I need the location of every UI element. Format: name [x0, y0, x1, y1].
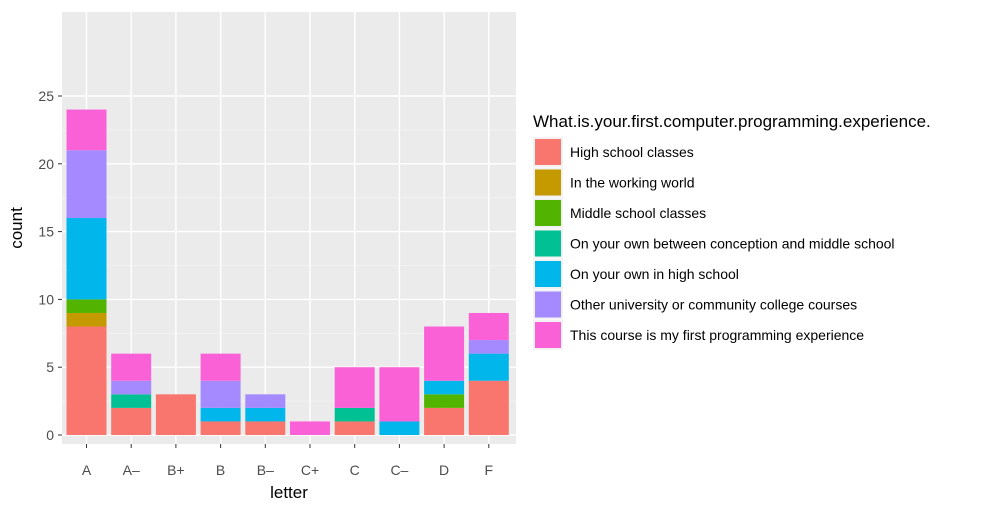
legend-item: In the working world — [533, 167, 695, 198]
y-tick-label: 20 — [38, 156, 54, 172]
bar-segment — [424, 394, 465, 408]
legend-label: Other university or community college co… — [570, 297, 857, 313]
legend-item: High school classes — [533, 137, 694, 167]
bar-segment — [468, 340, 509, 354]
bar-segment — [334, 407, 375, 422]
bar-segment — [111, 353, 152, 381]
bar-segment — [200, 380, 241, 408]
legend-swatch — [535, 139, 561, 165]
y-tick-label: 0 — [46, 427, 54, 443]
bar-segment — [424, 380, 465, 395]
bar-segment — [111, 394, 152, 408]
legend-label: High school classes — [570, 144, 694, 160]
bars — [66, 109, 509, 435]
legend-item: On your own between conception and middl… — [533, 228, 895, 259]
x-axis: A A– B+ B B– C+ C C– D F — [82, 444, 493, 478]
y-tick-label: 10 — [38, 291, 54, 307]
legend-item: Middle school classes — [533, 198, 706, 228]
legend-label: In the working world — [570, 175, 695, 191]
y-tick-label: 25 — [38, 88, 54, 104]
x-tick-label: F — [485, 462, 494, 478]
legend-swatch — [535, 200, 561, 226]
x-axis-title: letter — [270, 483, 308, 502]
legend-label: This course is my first programming expe… — [570, 327, 864, 343]
bar-segment — [334, 367, 375, 408]
legend-title: What.is.your.first.computer.programming.… — [533, 112, 931, 131]
x-tick-label: C+ — [301, 462, 319, 478]
bar-segment — [245, 421, 286, 435]
bar-segment — [111, 380, 152, 395]
bar-segment — [66, 218, 107, 300]
y-tick-label: 5 — [46, 359, 54, 375]
bar-segment — [468, 353, 509, 381]
legend-swatch — [535, 261, 561, 287]
bar-segment — [66, 312, 107, 327]
legend-label: On your own between conception and middl… — [570, 236, 895, 252]
y-tick-label: 15 — [38, 224, 54, 240]
x-tick-label: C– — [390, 462, 408, 478]
legend-swatch — [535, 169, 561, 196]
legend-label: Middle school classes — [570, 205, 706, 221]
x-tick-label: C — [350, 462, 360, 478]
y-axis: 0 5 10 15 20 25 — [38, 88, 62, 443]
x-tick-label: D — [439, 462, 449, 478]
bar-segment — [66, 150, 107, 219]
bar-segment — [245, 407, 286, 422]
x-tick-label: A– — [123, 462, 140, 478]
x-tick-label: A — [82, 462, 92, 478]
legend-item: This course is my first programming expe… — [533, 320, 864, 350]
legend: What.is.your.first.computer.programming.… — [533, 112, 931, 350]
legend-item: Other university or community college co… — [533, 289, 857, 320]
y-axis-title: count — [7, 207, 26, 249]
bar-segment — [111, 407, 152, 435]
legend-swatch — [535, 230, 561, 257]
bar-segment — [66, 326, 107, 435]
bar-segment — [468, 312, 509, 341]
legend-item: On your own in high school — [533, 259, 739, 289]
bar-segment — [468, 380, 509, 435]
bar-segment — [200, 421, 241, 435]
bar-segment — [245, 394, 286, 408]
bar-segment — [290, 421, 330, 435]
bar-segment — [155, 394, 196, 435]
bar-segment — [424, 326, 465, 381]
x-tick-label: B+ — [167, 462, 185, 478]
bar-segment — [200, 353, 241, 381]
bar-segment — [66, 299, 107, 313]
bar-segment — [334, 421, 375, 435]
x-tick-label: B — [216, 462, 225, 478]
legend-label: On your own in high school — [570, 266, 739, 282]
bar-segment — [424, 407, 465, 435]
legend-swatch — [535, 291, 561, 318]
bar-segment — [66, 109, 107, 151]
bar-segment — [379, 367, 420, 422]
legend-swatch — [535, 322, 561, 348]
bar-segment — [200, 407, 241, 422]
bar-segment — [379, 421, 420, 435]
x-tick-label: B– — [257, 462, 274, 478]
